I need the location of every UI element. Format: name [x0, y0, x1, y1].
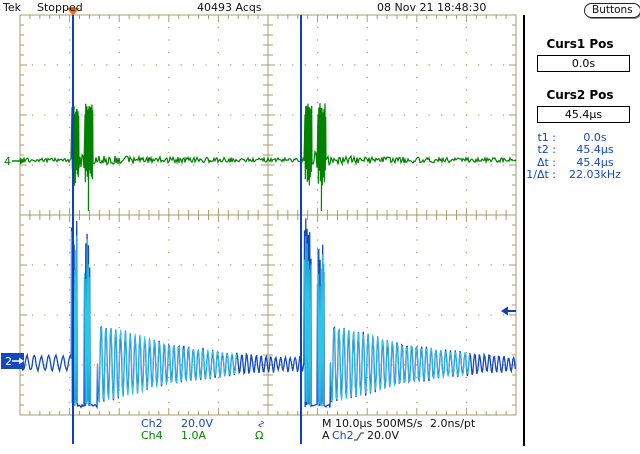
cursor-stats: t1 : 0.0s t2 : 45.4µs Δt : 45.4µs 1/Δt :…	[526, 131, 634, 182]
trigger-level-arrow-icon[interactable]	[501, 306, 516, 316]
ch4-position-marker[interactable]: 4	[4, 155, 25, 168]
resolution-readout: 2.0ns/pt	[430, 417, 476, 430]
svg-text:2: 2	[5, 355, 12, 368]
curs1-pos-value-box[interactable]: 0.0s	[537, 55, 630, 72]
trigger-position-icon[interactable]	[66, 8, 80, 16]
timebase-readout: M 10.0µs 500MS/s	[322, 417, 423, 430]
ch2-readout-scale: 20.0V	[181, 417, 214, 430]
svg-text:4: 4	[4, 155, 11, 168]
ch2-coupling-icon: ∿	[255, 419, 267, 429]
trigger-level-readout: 20.0V	[367, 429, 400, 442]
ch4-readout-name: Ch4	[141, 429, 163, 442]
datetime: 08 Nov 21 18:48:30	[377, 1, 487, 14]
stat-row-freq: 1/Δt : 22.03kHz	[526, 168, 621, 182]
trigger-slope-icon	[354, 432, 364, 441]
ch4-readout-scale: 1.0A	[181, 429, 207, 442]
stat-row-t1: t1 : 0.0s	[537, 131, 607, 144]
acquisition-count: 40493 Acqs	[197, 1, 262, 14]
buttons-button[interactable]: Buttons	[584, 3, 640, 18]
graticule	[19, 14, 517, 416]
acquisition-status: Stopped	[37, 1, 83, 14]
tek-logo: Tek	[3, 1, 21, 14]
ch2-trace-bright	[71, 231, 471, 407]
trigger-mode-readout: A	[322, 429, 330, 442]
stat-row-dt: Δt : 45.4µs	[536, 155, 614, 169]
ch2-readout-name: Ch2	[141, 417, 163, 430]
curs1-pos-label: Curs1 Pos	[546, 37, 614, 51]
curs2-pos-label: Curs2 Pos	[546, 88, 614, 102]
ch4-impedance-icon: Ω	[255, 429, 264, 442]
ch4-trace	[19, 103, 517, 212]
curs2-pos-value-box[interactable]: 45.4µs	[537, 106, 630, 123]
ch2-position-marker[interactable]: 2	[1, 353, 24, 369]
trigger-source-readout: Ch2	[332, 429, 354, 442]
stat-row-t2: t2 : 45.4µs	[537, 143, 614, 157]
